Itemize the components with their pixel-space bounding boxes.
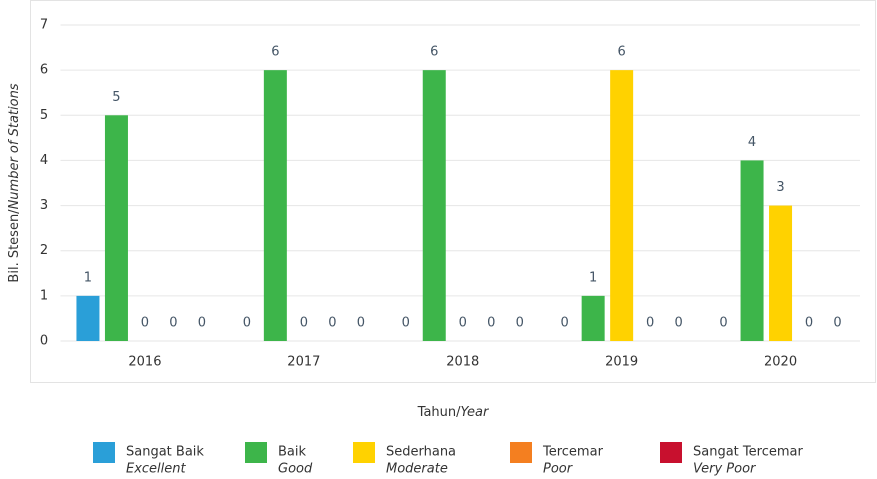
data-label: 5: [112, 90, 120, 105]
data-label: 3: [776, 180, 784, 195]
legend-label: Baik: [278, 445, 306, 460]
y-tick-label: 4: [40, 153, 48, 168]
legend-label-en: Poor: [543, 462, 574, 477]
data-label: 6: [618, 45, 626, 60]
data-label: 0: [516, 316, 524, 331]
bar: [104, 115, 128, 342]
legend-swatch: [660, 442, 682, 463]
y-tick-label: 0: [40, 334, 48, 349]
legend-label-en: Good: [278, 462, 313, 477]
data-label: 4: [748, 135, 756, 150]
legend-label: Sangat Tercemar: [693, 445, 803, 460]
legend-swatch: [245, 442, 267, 463]
data-label: 0: [646, 316, 654, 331]
legend-label-en: Excellent: [126, 462, 187, 477]
plot-frame: [30, 0, 876, 383]
x-tick-label: 2020: [764, 355, 797, 370]
legend-swatch: [510, 442, 532, 463]
y-label-ms: Bil. Stesen/: [7, 209, 22, 283]
data-label: 0: [328, 316, 336, 331]
y-tick-label: 7: [40, 18, 48, 33]
data-label: 0: [300, 316, 308, 331]
y-tick-label: 3: [40, 198, 48, 213]
bar: [422, 70, 446, 342]
bar: [740, 160, 764, 341]
data-label: 0: [243, 316, 251, 331]
bar: [581, 295, 605, 341]
bar: [263, 70, 287, 342]
bar: [769, 205, 793, 341]
y-label-en: Number of Stations: [7, 83, 22, 209]
y-tick-label: 2: [40, 243, 48, 258]
data-label: 0: [719, 316, 727, 331]
x-tick-label: 2017: [287, 355, 320, 370]
x-axis-label: Tahun/Year: [417, 405, 490, 420]
bar: [610, 70, 634, 342]
x-tick-label: 2018: [446, 355, 479, 370]
data-label: 0: [805, 316, 813, 331]
data-label: 0: [833, 316, 841, 331]
y-axis-label: Bil. Stesen/Number of Stations: [7, 83, 22, 282]
y-tick-label: 1: [40, 288, 48, 303]
data-label: 1: [84, 270, 92, 285]
data-label: 0: [487, 316, 495, 331]
legend-label: Sederhana: [386, 445, 456, 460]
bar: [76, 295, 100, 341]
legend-label-en: Moderate: [386, 462, 448, 477]
data-label: 0: [357, 316, 365, 331]
data-label: 1: [589, 270, 597, 285]
y-tick-label: 5: [40, 108, 48, 123]
data-label: 0: [561, 316, 569, 331]
legend-swatch: [353, 442, 375, 463]
x-tick-label: 2016: [128, 355, 161, 370]
data-label: 0: [402, 316, 410, 331]
legend-label: Tercemar: [542, 445, 604, 460]
data-label: 0: [675, 316, 683, 331]
legend-swatch: [93, 442, 115, 463]
legend-label-en: Very Poor: [693, 462, 757, 477]
x-label-ms: Tahun/: [417, 405, 461, 420]
x-label-en: Year: [461, 405, 490, 420]
data-label: 0: [169, 316, 177, 331]
y-tick-label: 6: [40, 63, 48, 78]
data-label: 6: [430, 45, 438, 60]
data-label: 0: [198, 316, 206, 331]
data-label: 0: [459, 316, 467, 331]
x-tick-label: 2019: [605, 355, 638, 370]
legend-label: Sangat Baik: [126, 445, 204, 460]
data-label: 6: [271, 45, 279, 60]
data-label: 0: [141, 316, 149, 331]
